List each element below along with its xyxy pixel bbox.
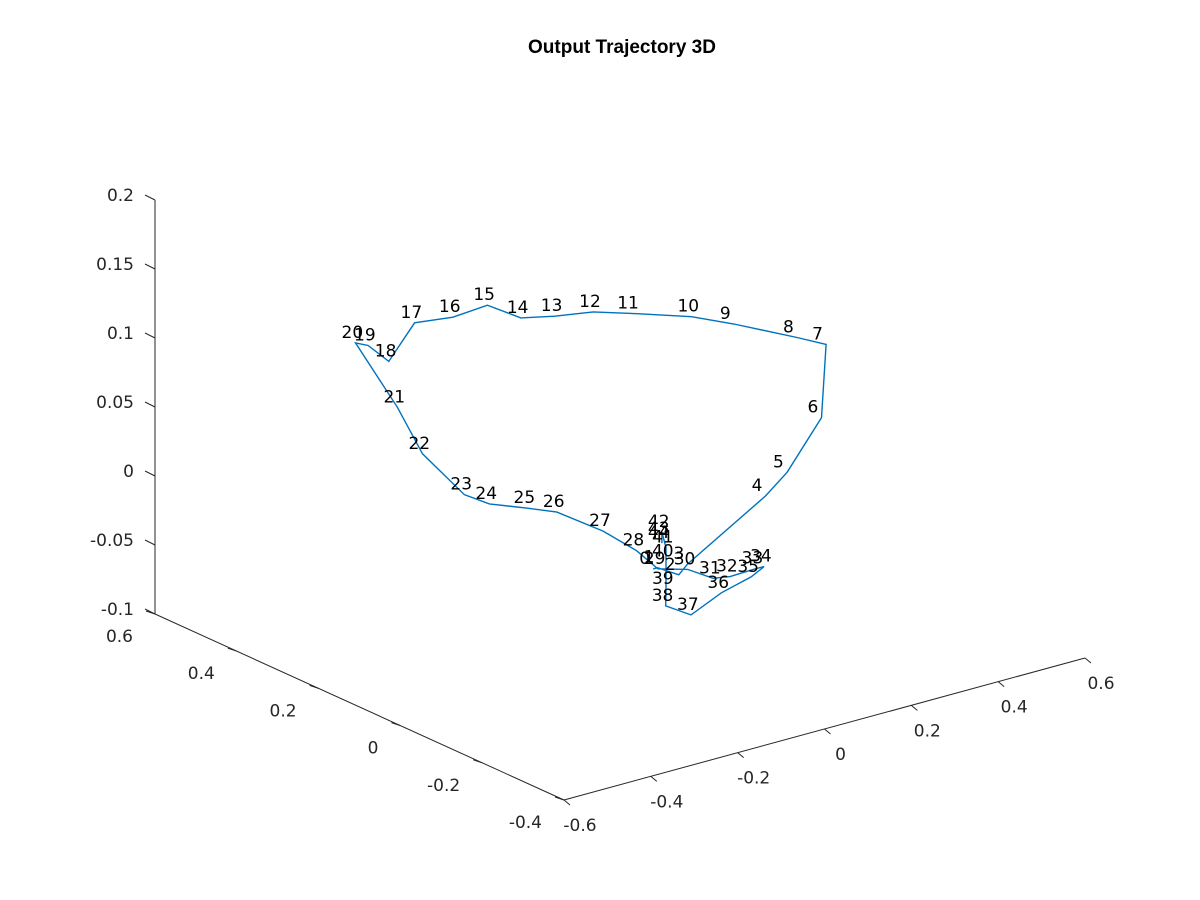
x-tick-mark: [650, 775, 658, 782]
x-tick-mark: [824, 728, 831, 735]
point-label: 32: [716, 557, 738, 577]
point-label: 4: [752, 476, 763, 496]
point-label: 13: [541, 296, 563, 316]
point-label: 8: [783, 317, 794, 337]
point-label: 16: [439, 297, 461, 317]
x-tick-mark: [563, 799, 571, 806]
point-label: 29: [644, 549, 666, 569]
x-tick-label: 0.2: [914, 721, 941, 741]
y-tick-mark: [554, 796, 565, 801]
point-label: 21: [383, 387, 405, 407]
point-label: 3: [673, 544, 684, 564]
y-tick-label: 0.6: [106, 627, 133, 647]
point-label: 35: [737, 557, 759, 577]
point-label: 2: [665, 555, 676, 575]
point-label: 14: [507, 298, 529, 318]
z-tick-label: 0.05: [96, 393, 134, 413]
point-label: 40: [652, 541, 674, 561]
x-tick-label: 0.6: [1087, 674, 1114, 694]
point-label: 23: [450, 475, 472, 495]
z-tick-label: 0.1: [107, 324, 134, 344]
point-label: 28: [623, 531, 645, 551]
point-label: 19: [354, 325, 376, 345]
point-label: 41: [652, 528, 674, 548]
point-label: 44: [648, 523, 670, 543]
y-tick-label: 0.4: [188, 664, 215, 684]
point-label: 11: [617, 293, 639, 313]
point-label: 42: [648, 512, 670, 532]
point-label: 31: [699, 558, 721, 578]
x-tick-mark: [1084, 657, 1092, 664]
point-label: 43: [648, 519, 670, 539]
y-tick-label: -0.2: [427, 776, 460, 796]
x-tick-mark: [911, 704, 918, 711]
z-tick-label: 0.15: [96, 255, 134, 275]
point-label: 33: [742, 549, 764, 569]
x-tick-mark: [737, 752, 744, 759]
z-tick-label: -0.05: [90, 531, 134, 551]
point-label: 20: [342, 323, 364, 343]
z-tick-mark: [144, 194, 156, 201]
z-tick-mark: [144, 401, 156, 408]
x-tick-label: -0.6: [563, 816, 596, 836]
point-label: 1: [644, 548, 655, 568]
point-label: 10: [677, 297, 699, 317]
point-label: 15: [473, 285, 495, 305]
y-tick-mark: [227, 647, 237, 652]
z-tick-label: 0.2: [107, 186, 134, 206]
point-label: 39: [652, 569, 674, 589]
point-label: 22: [408, 434, 430, 454]
z-tick-mark: [144, 263, 156, 270]
y-axis-line: [154, 613, 565, 801]
point-label: 30: [674, 549, 696, 569]
point-label: 5: [773, 452, 784, 472]
point-label: 24: [475, 484, 497, 504]
point-label: 7: [812, 324, 823, 344]
point-label: 0: [639, 549, 650, 569]
point-label: 34: [750, 547, 772, 567]
x-tick-label: -0.2: [737, 769, 770, 789]
y-tick-label: 0: [368, 739, 379, 759]
z-tick-mark: [144, 608, 156, 615]
y-tick-label: 0.2: [270, 701, 297, 721]
z-tick-mark: [144, 470, 156, 477]
z-tick-label: 0: [123, 462, 134, 482]
z-tick-mark: [144, 332, 156, 339]
point-label: 17: [401, 303, 423, 323]
x-tick-label: -0.4: [650, 792, 683, 812]
trajectory-line: [353, 304, 827, 616]
point-label: 27: [589, 511, 611, 531]
point-label: 25: [514, 488, 536, 508]
point-label: 37: [677, 595, 699, 615]
point-label: 12: [579, 292, 601, 312]
point-label: 9: [720, 304, 731, 324]
x-tick-label: 0: [835, 745, 846, 765]
point-label: 18: [375, 341, 397, 361]
axes: -0.6 -0.4 -0.2 0 0.2 0.4 0.6 -0.4 -0.2 0 0.2 0.4 0.6…: [90, 186, 1115, 836]
y-tick-label: -0.4: [509, 813, 542, 833]
point-label: 38: [652, 586, 674, 606]
point-label: 26: [543, 492, 565, 512]
y-tick-mark: [309, 684, 319, 689]
point-label: 6: [808, 398, 819, 418]
x-tick-mark: [997, 681, 1005, 688]
y-tick-mark: [473, 759, 483, 764]
z-tick-mark: [144, 539, 156, 546]
z-tick-label: -0.1: [101, 600, 134, 620]
trajectory-series: [353, 304, 827, 616]
y-tick-mark: [391, 722, 401, 727]
chart-title: Output Trajectory 3D: [528, 37, 716, 58]
x-tick-label: 0.4: [1001, 698, 1028, 718]
point-label: 36: [707, 573, 729, 593]
